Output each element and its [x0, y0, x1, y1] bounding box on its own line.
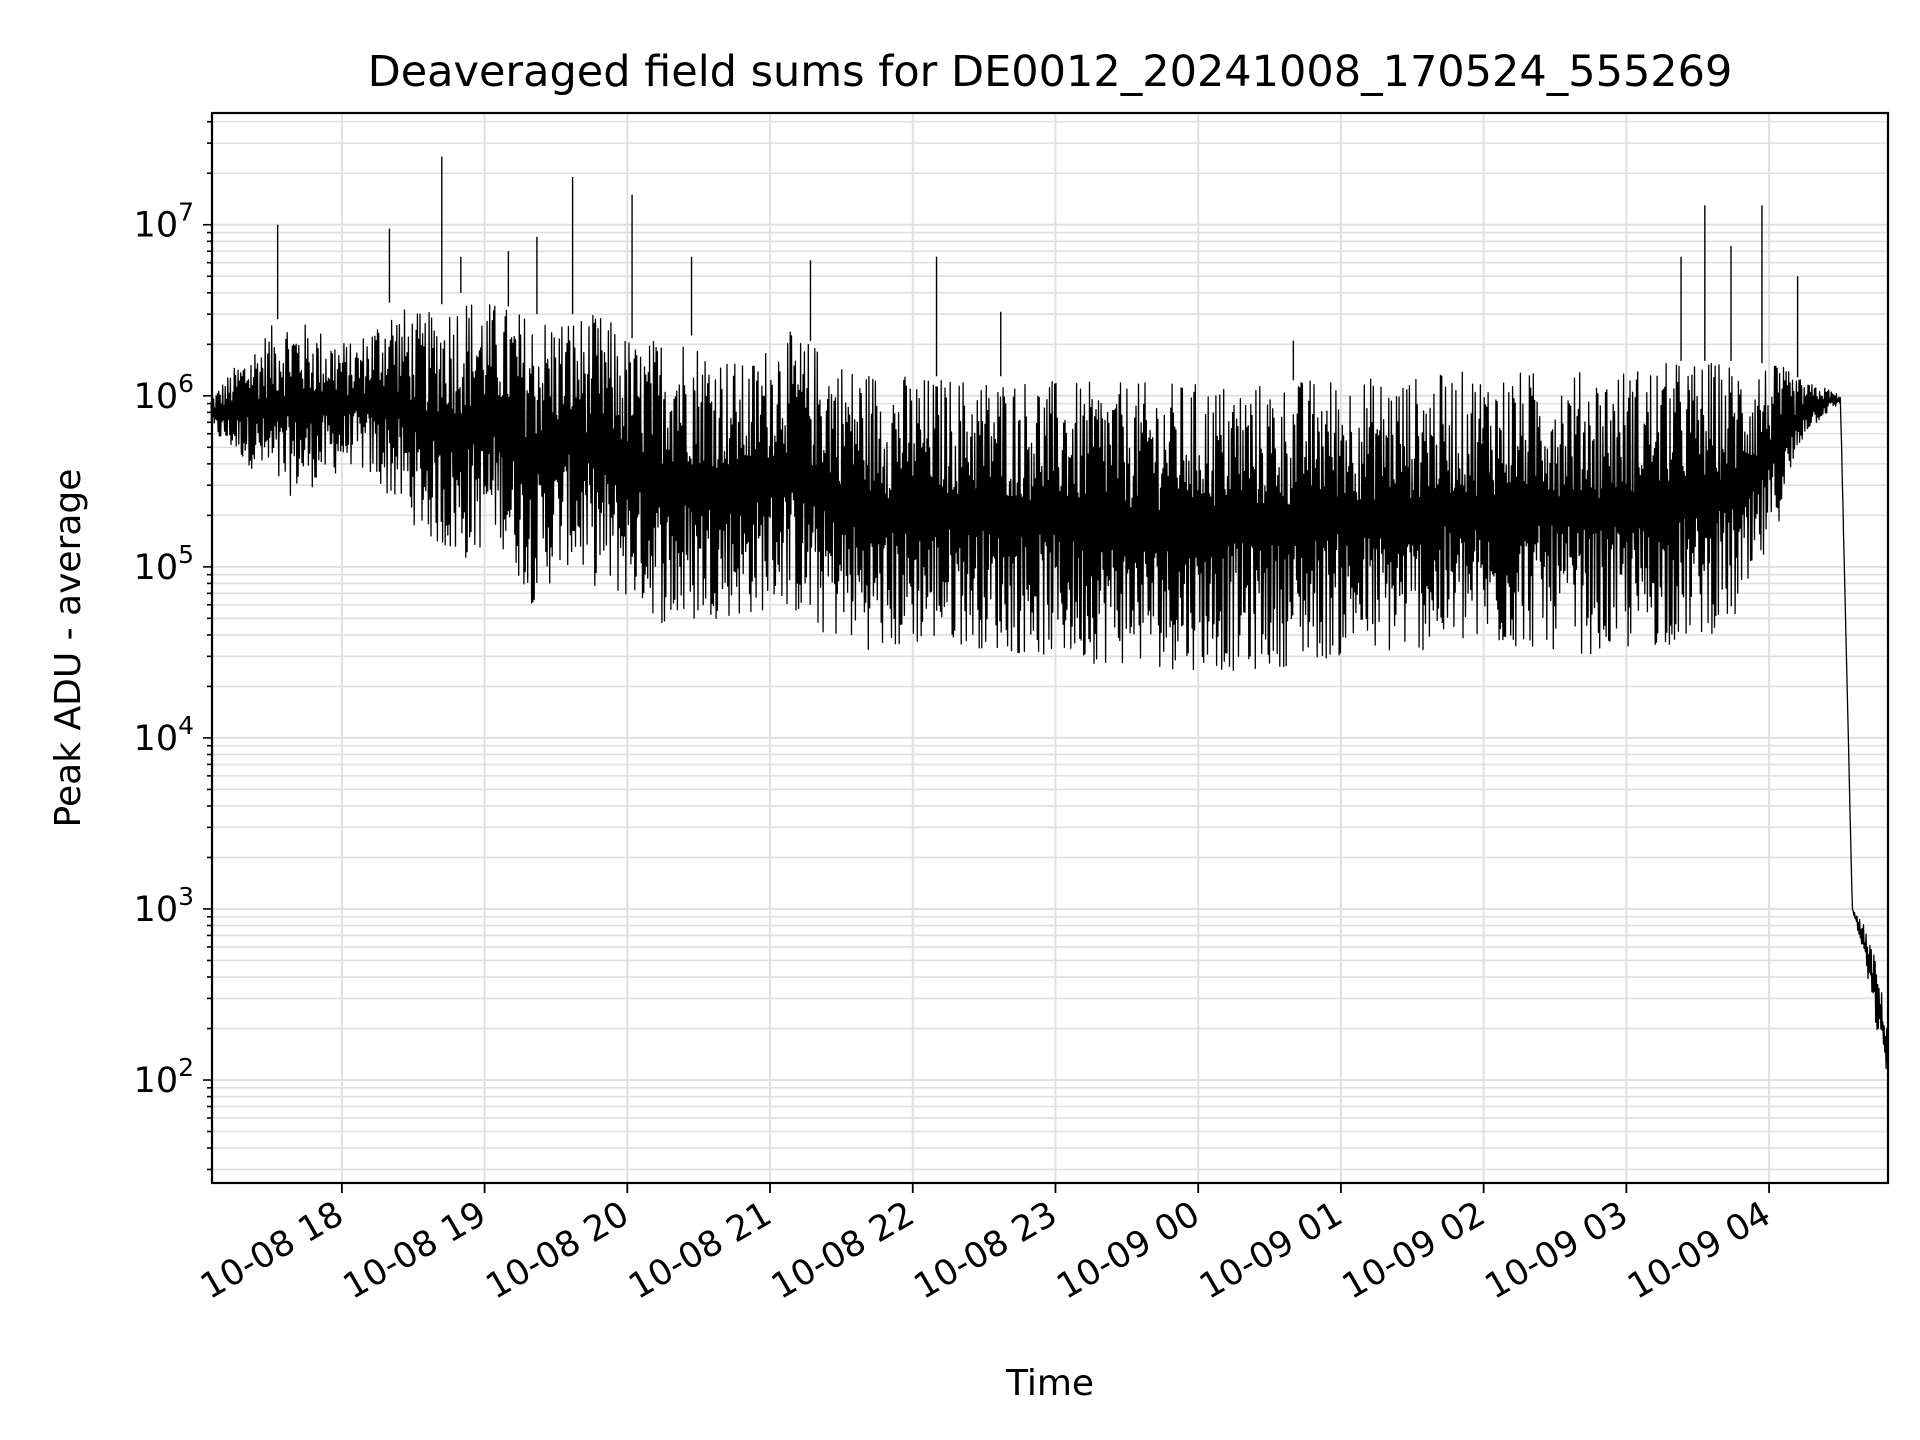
plot-frame [210, 111, 1890, 1185]
chart-title: Deaveraged field sums for DE0012_2024100… [368, 47, 1733, 97]
x-axis-label: Time [1005, 1363, 1094, 1404]
data-series [210, 156, 1889, 1070]
y-tick-label: 102 [134, 1053, 194, 1101]
y-axis-label: Peak ADU - average [48, 469, 89, 828]
y-tick-label: 107 [134, 198, 194, 246]
plot-area [212, 113, 1888, 1183]
y-tick-label: 104 [134, 711, 194, 759]
series-line [210, 304, 1889, 1070]
y-tick-label: 103 [134, 882, 194, 930]
y-tick-label: 105 [134, 540, 194, 588]
y-tick-label: 106 [134, 369, 194, 417]
